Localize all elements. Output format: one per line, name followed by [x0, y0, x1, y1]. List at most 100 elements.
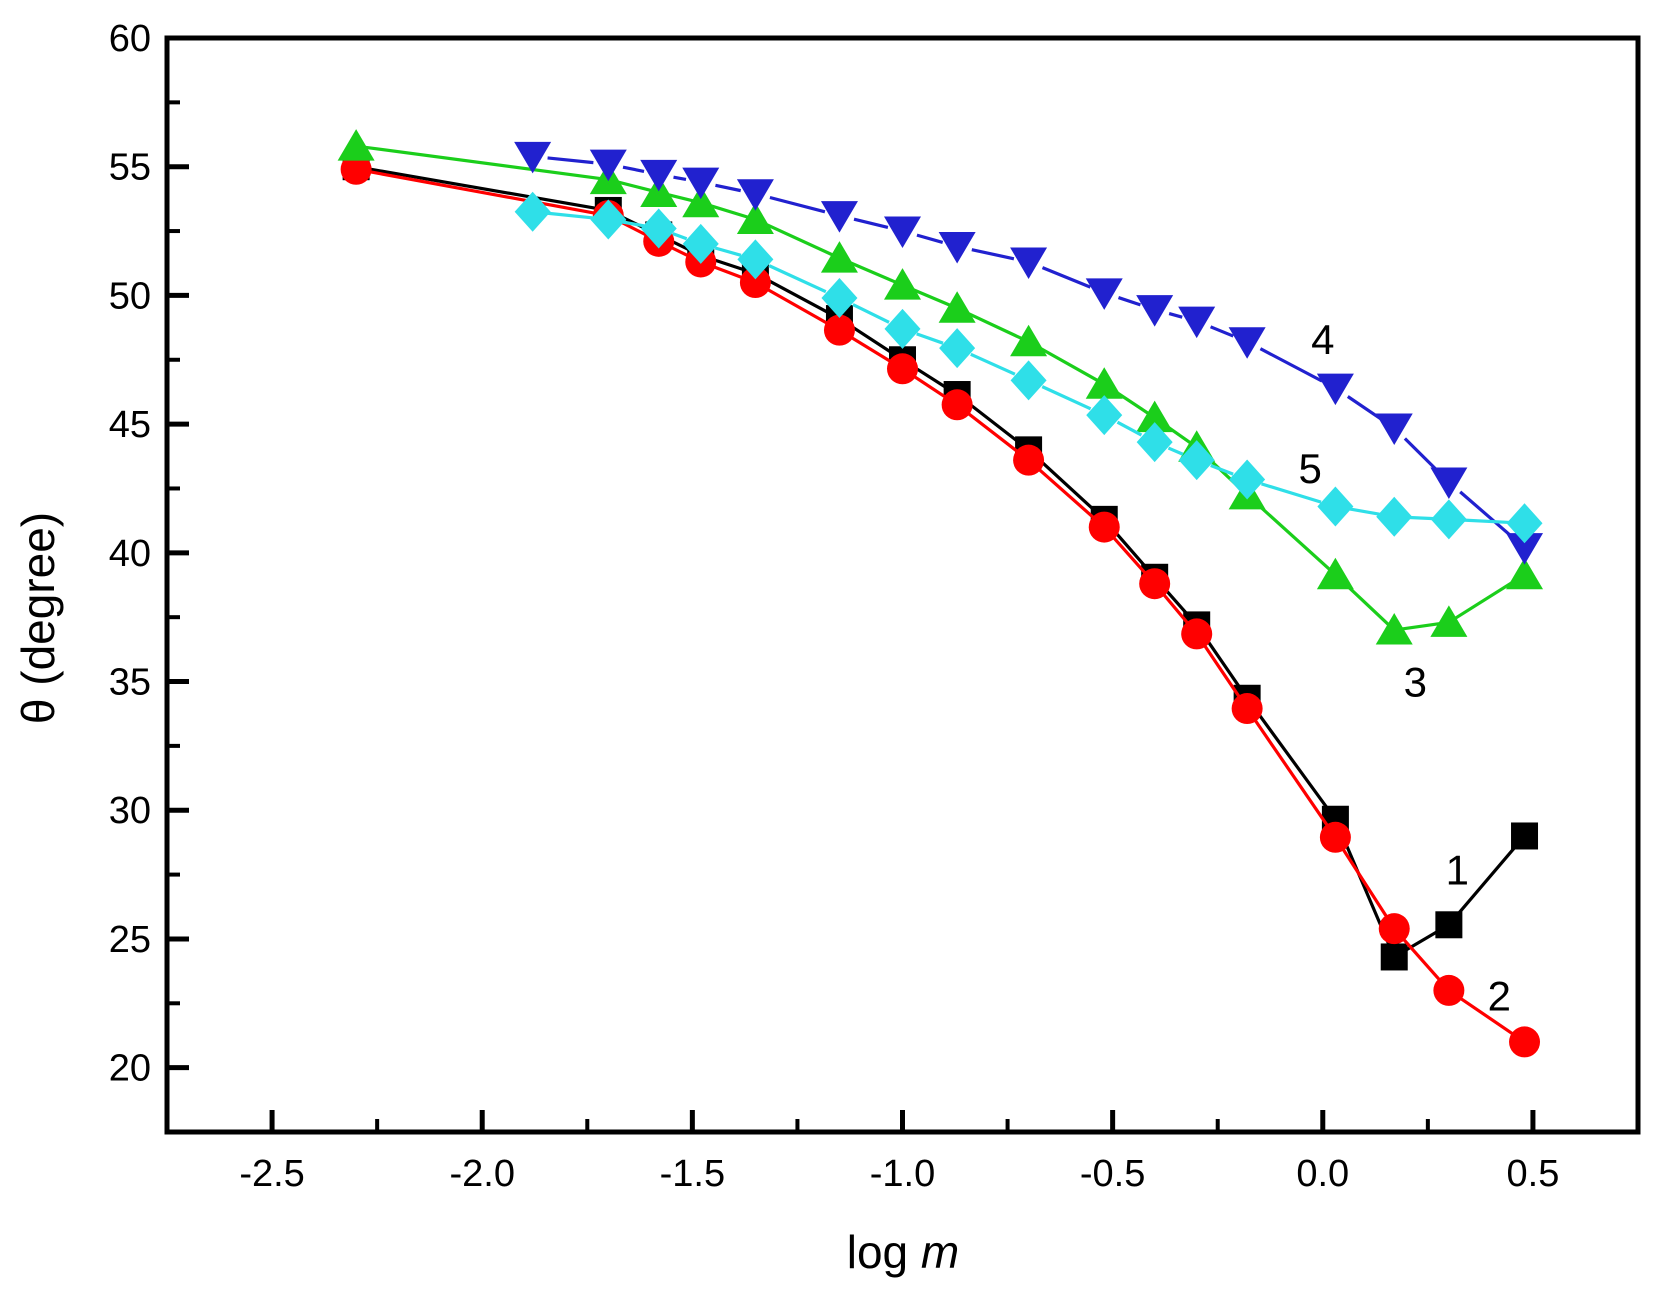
series-1-number-label: 1	[1446, 846, 1469, 893]
series-1-segment	[1033, 454, 1100, 516]
series-2-segment	[1158, 588, 1193, 629]
series-4-marker-triangle-down	[1316, 373, 1354, 406]
series-4-segment	[1403, 437, 1440, 473]
series-1-segment	[962, 398, 1024, 447]
series-2-segment	[1108, 531, 1151, 579]
series-3-segment	[666, 192, 694, 203]
series-1-marker-square	[1380, 943, 1408, 971]
x-tick-label: -1.5	[660, 1153, 725, 1195]
series-4-marker-triangle-down	[1178, 306, 1216, 339]
series-4-marker-triangle-down	[514, 141, 552, 174]
series-4-segment	[1041, 266, 1091, 289]
series-4-marker-triangle-down	[1136, 295, 1174, 327]
x-axis-label-variable: m	[921, 1226, 959, 1278]
series-1-segment	[363, 166, 601, 211]
series-2-marker-circle	[823, 314, 855, 346]
series-4-marker-triangle-down	[1506, 533, 1544, 565]
y-tick-label: 50	[109, 275, 151, 317]
y-tick-label: 55	[109, 147, 151, 189]
series-2-segment	[761, 285, 834, 328]
series-5-segment	[1463, 518, 1510, 525]
series-5-segment	[622, 220, 645, 228]
y-tick-label: 45	[109, 404, 151, 446]
series-4-segment	[769, 195, 826, 214]
series-2-marker-circle	[1013, 444, 1045, 476]
series-4-segment	[1259, 347, 1323, 383]
series-3-marker-triangle-up	[938, 291, 976, 323]
series-4-segment	[1346, 395, 1383, 421]
series-4-marker-triangle-down	[1010, 247, 1048, 279]
series-4-segment	[916, 233, 944, 244]
series-4-number-label: 4	[1311, 316, 1334, 363]
series-3-segment	[363, 145, 601, 181]
series-2-marker-circle	[1433, 974, 1465, 1006]
series-3-marker-triangle-up	[884, 268, 921, 300]
series-5-segment	[970, 352, 1016, 376]
series-5-segment	[547, 211, 594, 220]
series-2-segment	[962, 408, 1024, 457]
series-5	[514, 191, 1543, 544]
series-3-segment	[762, 221, 833, 257]
series-5-marker-diamond	[1506, 503, 1543, 544]
series-5-segment	[672, 232, 688, 241]
series-5-marker-diamond	[590, 199, 627, 240]
series-5-segment	[1349, 507, 1380, 516]
series-3-segment	[963, 310, 1023, 340]
series-2-marker-circle	[887, 353, 918, 385]
series-5-marker-diamond	[821, 277, 858, 318]
series-4-marker-triangle-down	[589, 149, 627, 182]
x-tick-label: -1.0	[870, 1153, 935, 1195]
series-5-marker-diamond	[640, 208, 677, 249]
series-5-marker-diamond	[1317, 486, 1354, 527]
series-2-segment	[1250, 714, 1333, 832]
series-2-marker-circle	[1509, 1026, 1541, 1058]
series-3	[337, 129, 1544, 645]
series-2-segment	[845, 332, 897, 366]
series-3-marker-triangle-up	[1506, 557, 1544, 590]
series-5-marker-diamond	[1136, 422, 1173, 463]
series-1-segment	[1452, 841, 1521, 920]
series-5-marker-diamond	[884, 308, 921, 349]
series-5-segment	[1210, 464, 1234, 476]
series-4-segment	[1168, 312, 1183, 319]
series-5-segment	[916, 332, 944, 345]
series-2-segment	[1199, 639, 1244, 703]
series-3-marker-triangle-up	[1010, 324, 1048, 357]
x-tick-label: 0.5	[1507, 1153, 1560, 1195]
series-2-marker-circle	[1319, 821, 1351, 853]
series-4-segment	[547, 156, 594, 165]
series-3-marker-triangle-up	[1316, 557, 1354, 590]
series-4-marker-triangle-down	[820, 201, 858, 233]
series-3-marker-triangle-up	[1375, 613, 1413, 645]
series-4-segment	[1209, 325, 1234, 338]
series-3-segment	[846, 259, 896, 284]
series-3-marker-triangle-up	[820, 241, 858, 273]
series-4-marker-triangle-down	[1375, 413, 1413, 445]
series-2-segment	[1454, 993, 1519, 1039]
series-5-number-label: 5	[1298, 445, 1321, 492]
series-2-marker-circle	[340, 153, 372, 185]
series-1-marker-square	[1435, 911, 1463, 939]
series-5-marker-diamond	[1178, 440, 1215, 481]
series-5-marker-diamond	[939, 328, 976, 369]
series-4-segment	[715, 183, 742, 193]
series-3-marker-triangle-up	[337, 129, 375, 161]
series-3-marker-triangle-up	[736, 202, 774, 234]
series-2-number-label: 2	[1488, 973, 1511, 1020]
series-2-marker-circle	[1088, 511, 1120, 543]
series-4	[514, 141, 1544, 565]
y-tick-label: 35	[109, 662, 151, 704]
series-4-marker-triangle-down	[884, 216, 921, 249]
series-4-marker-triangle-down	[938, 232, 976, 264]
series-4-segment	[622, 165, 645, 173]
series-5-marker-diamond	[1229, 459, 1266, 500]
series-5-marker-diamond	[1430, 499, 1467, 540]
series-5-segment	[714, 246, 742, 257]
series-5-marker-diamond	[1376, 496, 1413, 537]
series-4-segment	[1459, 490, 1515, 540]
series-2-marker-circle	[1139, 568, 1171, 600]
series-1-segment	[1250, 703, 1332, 814]
series-5-marker-diamond	[737, 239, 774, 280]
